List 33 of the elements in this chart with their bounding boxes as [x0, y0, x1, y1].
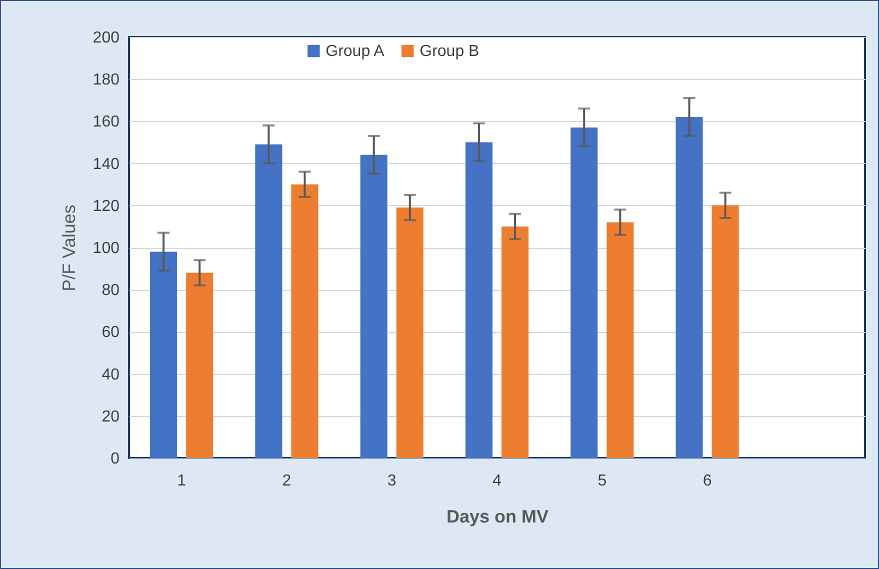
- y-tick-label: 160: [92, 114, 120, 131]
- y-tick-label: 40: [102, 366, 120, 384]
- x-tick-label: 4: [492, 472, 502, 490]
- y-tick-label: 80: [102, 282, 120, 300]
- y-tick-label: 180: [92, 72, 120, 89]
- x-tick-label: 6: [702, 472, 712, 490]
- x-tick-label: 2: [282, 472, 292, 490]
- bar: [465, 142, 492, 458]
- y-axis-title: P/F Values: [58, 204, 79, 292]
- x-axis-title: Days on MV: [446, 506, 549, 526]
- legend-label: Group A: [326, 43, 385, 60]
- bar: [396, 208, 424, 458]
- bar: [676, 116, 703, 458]
- bar: [570, 128, 598, 458]
- x-tick-label: 1: [177, 472, 186, 490]
- bar: [291, 184, 318, 458]
- bar: [255, 144, 282, 458]
- x-tick-label: 3: [387, 472, 396, 490]
- y-tick-label: 140: [92, 156, 120, 173]
- y-tick-label: 0: [110, 450, 120, 468]
- bar: [186, 272, 214, 458]
- y-tick-label: 100: [92, 240, 120, 257]
- y-tick-label: 20: [102, 408, 120, 426]
- y-tick-label: 200: [92, 30, 120, 46]
- legend-label: Group B: [420, 43, 480, 60]
- bar: [360, 154, 388, 458]
- bar: [712, 205, 739, 458]
- bar: [150, 252, 178, 458]
- y-tick-label: 120: [92, 198, 120, 215]
- y-tick-label: 60: [102, 324, 120, 342]
- bar: [502, 226, 529, 458]
- x-tick-label: 5: [598, 472, 607, 490]
- bar: [606, 222, 634, 458]
